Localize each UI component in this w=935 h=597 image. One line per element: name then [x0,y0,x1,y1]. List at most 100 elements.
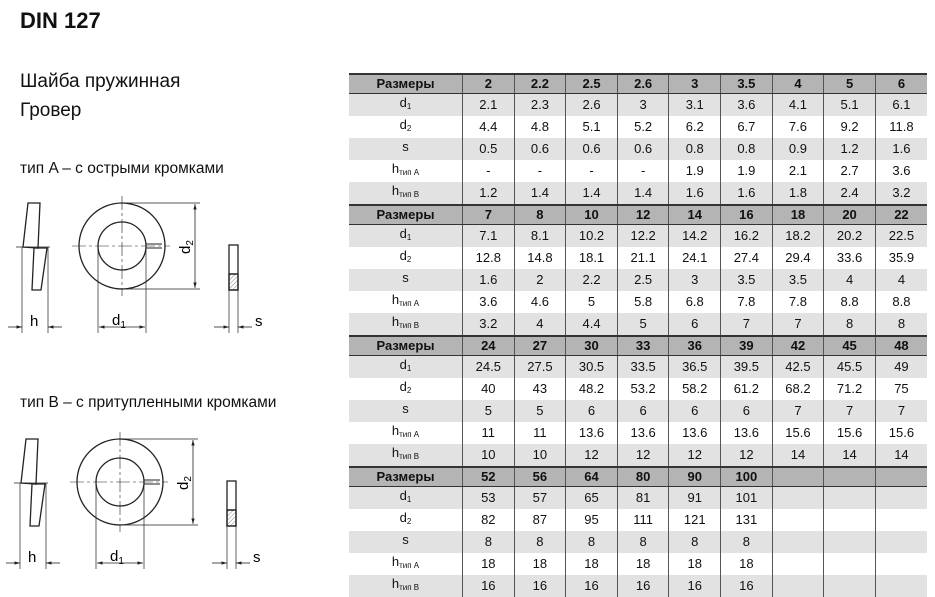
row-label-main: s [402,532,409,547]
table-cell: 14 [771,444,824,466]
table-cell: 3.6 [720,93,773,116]
table-cell: 2.5 [616,269,669,291]
h-label: h [30,313,38,330]
table-cell: 1.4 [616,182,669,204]
row-label: hтип A [349,291,463,313]
row-label-main: s [402,270,409,285]
row-label: s [349,138,463,160]
table-cell: 8 [720,531,773,553]
table-cell: 1.9 [668,160,721,182]
size-header: 7 [462,204,515,225]
table-cell: 6.8 [668,291,721,313]
table-row: hтип B 16 16 16 16 16 16 [349,575,927,597]
table-cell [823,553,876,575]
table-cell: 4.4 [565,313,618,335]
row-label-main: d [399,95,407,110]
table-cell: 6 [616,400,669,422]
table-cell: 18 [668,553,721,575]
row-label: d1 [349,93,463,116]
table-cell: 3.6 [874,160,927,182]
table-cell: 14.8 [513,247,566,269]
table-cell: - [565,160,618,182]
table-cell [874,531,927,553]
table-header-row: Размеры 24 27 30 33 36 39 42 45 48 [349,335,927,356]
row-label-main: d [399,226,407,241]
washer-drawings: h d1 d2 s h d1 d2 s [0,0,263,589]
table-row: hтип B 10 10 12 12 12 12 14 14 14 [349,444,927,466]
table-cell: 95 [565,509,618,531]
table-cell: 1.9 [720,160,773,182]
row-label-sub: тип A [399,299,420,308]
size-header: 33 [616,335,669,356]
row-label-sub: 2 [406,386,412,395]
table-cell: 7.8 [771,291,824,313]
table-cell: 2 [513,269,566,291]
table-cell: 3.1 [668,93,721,116]
size-header: 10 [565,204,618,225]
table-cell: 10 [513,444,566,466]
table-row: s 1.6 2 2.2 2.5 3 3.5 3.5 4 4 [349,269,927,291]
table-cell: 53.2 [616,378,669,400]
table-cell: 27.4 [720,247,773,269]
size-header: 12 [616,204,669,225]
size-header: 3.5 [720,73,773,94]
table-cell: 18 [513,553,566,575]
table-cell [771,531,824,553]
row-label: hтип A [349,553,463,575]
d2-label: d2 [177,240,196,254]
type-a-drawing: h d1 d2 s [8,196,263,333]
size-header: 36 [668,335,721,356]
table-header-row: Размеры 52 56 64 80 90 100 [349,466,927,487]
table-cell: 1.6 [668,182,721,204]
table-cell: 7.8 [720,291,773,313]
table-cell: 1.6 [874,138,927,160]
size-header: 8 [513,204,566,225]
table-cell: 15.6 [874,422,927,444]
table-cell: 43 [513,378,566,400]
table-cell: 7 [874,400,927,422]
table-cell: 8.8 [874,291,927,313]
dimension-table: Размеры 52 56 64 80 90 100 d1 53 57 65 81 91 101 d2 82 8… [349,466,927,597]
table-row: hтип A 11 11 13.6 13.6 13.6 13.6 15.6 15.6 15.6 [349,422,927,444]
table-cell: 3.5 [720,269,773,291]
table-cell: 5.1 [823,93,876,116]
size-header: 100 [720,466,773,487]
table-cell: 7.1 [462,224,515,247]
size-header: 2 [462,73,515,94]
table-cell: 12 [668,444,721,466]
table-cell: 75 [874,378,927,400]
table-cell: 0.9 [771,138,824,160]
table-cell: 0.6 [616,138,669,160]
table-cell: 16 [668,575,721,597]
row-label: s [349,269,463,291]
row-label-sub: 2 [406,255,412,264]
size-header: 52 [462,466,515,487]
row-label-sub: тип A [399,561,420,570]
table-cell: 11 [513,422,566,444]
size-header: 90 [668,466,721,487]
table-cell: 131 [720,509,773,531]
table-cell: 1.4 [513,182,566,204]
table-row: s 0.5 0.6 0.6 0.6 0.8 0.8 0.9 1.2 1.6 [349,138,927,160]
row-label-main: h [391,292,400,307]
table-cell: 8 [823,313,876,335]
table-cell: 15.6 [823,422,876,444]
table-cell: 0.5 [462,138,515,160]
row-label: hтип B [349,182,463,204]
row-label-sub: тип A [399,430,420,439]
table-cell: 71.2 [823,378,876,400]
table-cell: 8 [874,313,927,335]
table-cell: 45.5 [823,355,876,378]
table-cell: 20.2 [823,224,876,247]
table-cell: 24.5 [462,355,515,378]
row-label-main: d [399,488,407,503]
size-header: 2.2 [513,73,566,94]
size-header: 24 [462,335,515,356]
table-cell [771,553,824,575]
row-label-sub: 2 [406,517,412,526]
row-label: hтип A [349,422,463,444]
row-label-sub: тип B [399,452,420,461]
size-header: 3 [668,73,721,94]
row-label: d1 [349,486,463,509]
row-label-main: s [402,401,409,416]
